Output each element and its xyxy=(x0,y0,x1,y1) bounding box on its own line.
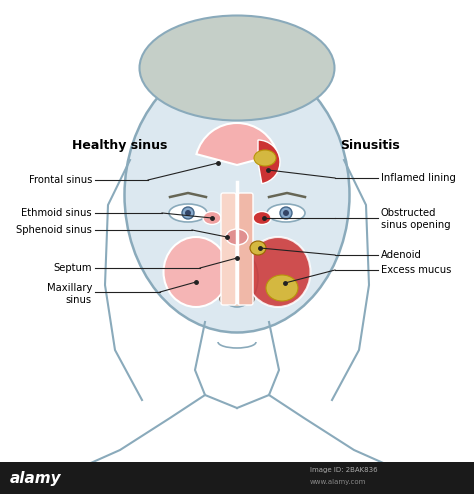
Wedge shape xyxy=(258,140,280,184)
Ellipse shape xyxy=(267,204,305,222)
Text: sinus: sinus xyxy=(66,295,92,305)
Text: sinus opening: sinus opening xyxy=(381,220,451,230)
Circle shape xyxy=(182,207,194,219)
FancyBboxPatch shape xyxy=(221,193,236,305)
Text: Frontal sinus: Frontal sinus xyxy=(28,175,92,185)
Ellipse shape xyxy=(253,211,271,224)
Text: www.alamy.com: www.alamy.com xyxy=(310,479,366,485)
Ellipse shape xyxy=(250,241,266,255)
FancyBboxPatch shape xyxy=(238,193,253,305)
Ellipse shape xyxy=(254,150,276,166)
Text: Image ID: 2BAK836: Image ID: 2BAK836 xyxy=(310,467,378,473)
Ellipse shape xyxy=(242,296,255,304)
Text: Excess mucus: Excess mucus xyxy=(381,265,451,275)
Ellipse shape xyxy=(246,237,310,307)
Text: Adenoid: Adenoid xyxy=(381,250,422,260)
Circle shape xyxy=(283,210,289,216)
Text: Sphenoid sinus: Sphenoid sinus xyxy=(16,225,92,235)
Text: Obstructed: Obstructed xyxy=(381,208,437,218)
Text: Ethmoid sinus: Ethmoid sinus xyxy=(21,208,92,218)
Text: Healthy sinus: Healthy sinus xyxy=(72,138,167,152)
Wedge shape xyxy=(196,123,278,165)
Ellipse shape xyxy=(203,211,221,224)
Text: alamy: alamy xyxy=(10,470,62,486)
Ellipse shape xyxy=(219,296,232,304)
Ellipse shape xyxy=(226,229,248,245)
Ellipse shape xyxy=(266,275,298,301)
Text: Maxillary: Maxillary xyxy=(46,283,92,293)
Circle shape xyxy=(280,207,292,219)
Text: Sinusitis: Sinusitis xyxy=(340,138,400,152)
Ellipse shape xyxy=(169,204,207,222)
Ellipse shape xyxy=(125,57,349,332)
Ellipse shape xyxy=(216,249,258,307)
Bar xyxy=(0,462,474,494)
Ellipse shape xyxy=(164,237,228,307)
Circle shape xyxy=(185,210,191,216)
Text: Inflamed lining: Inflamed lining xyxy=(381,173,456,183)
Text: Septum: Septum xyxy=(54,263,92,273)
Ellipse shape xyxy=(139,15,335,121)
